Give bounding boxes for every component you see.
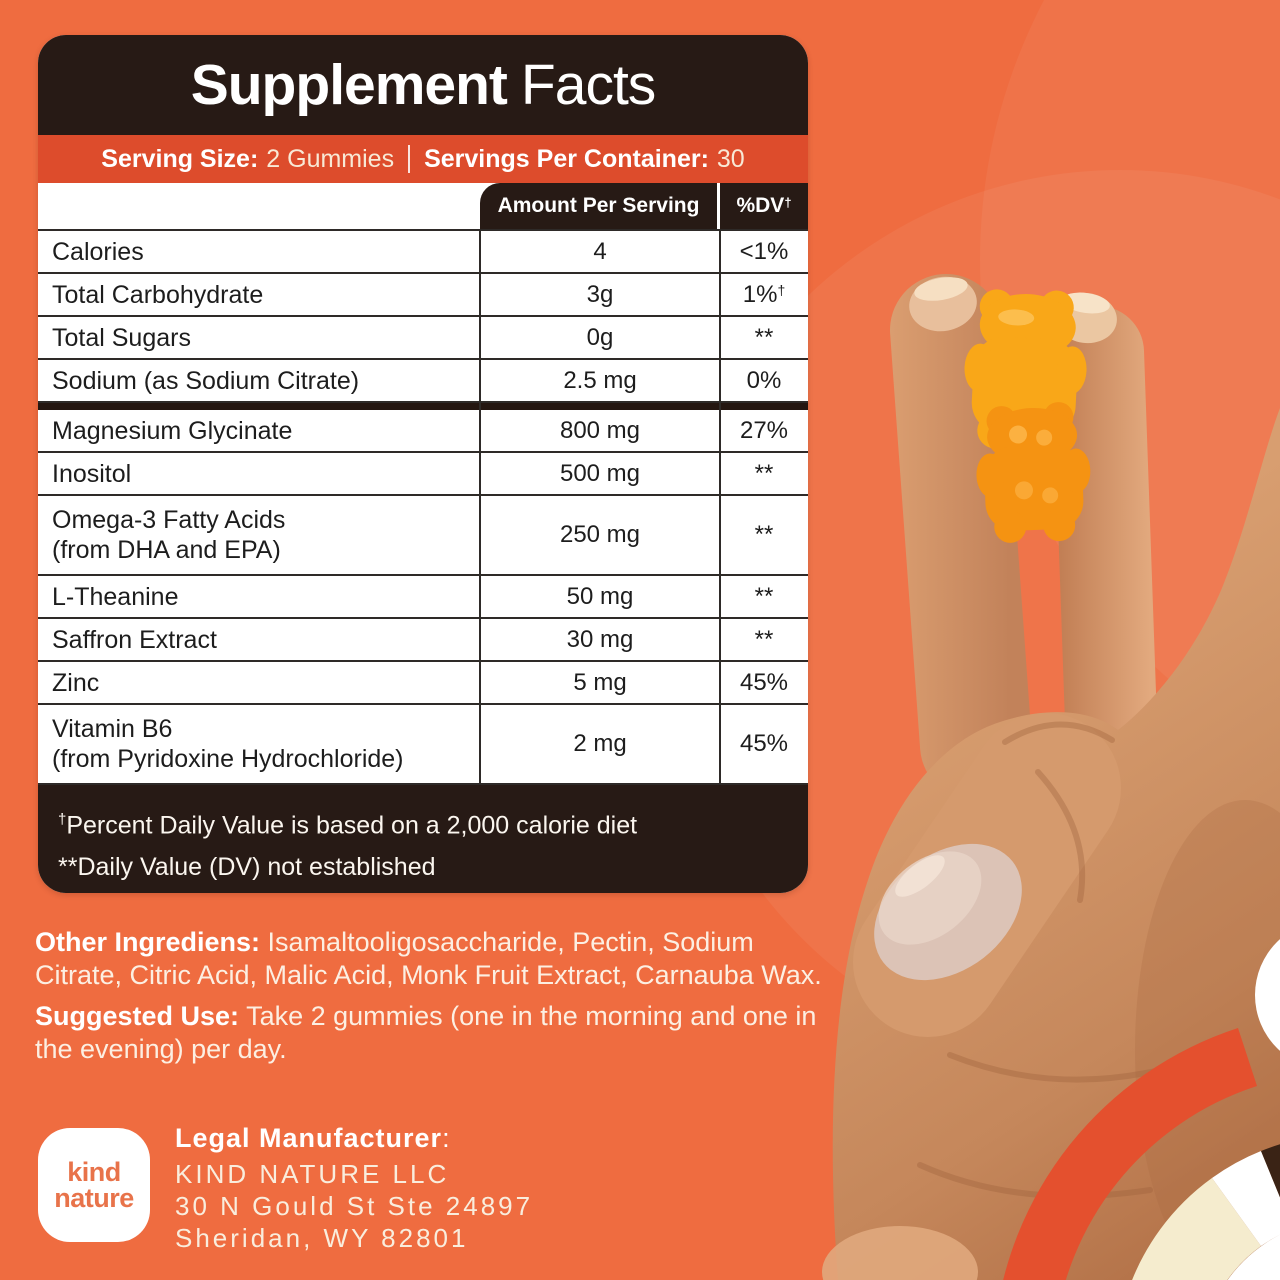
manufacturer-company: KIND NATURE LLC	[175, 1159, 450, 1189]
table-row: Omega-3 Fatty Acids (from DHA and EPA) 25…	[38, 496, 808, 576]
servings-per-container-value: 30	[716, 144, 745, 173]
legal-manufacturer-heading: Legal Manufacturer:	[175, 1123, 451, 1153]
table-row: Sodium (as Sodium Citrate) 2.5 mg 0%	[38, 360, 808, 403]
middle-finger	[1052, 306, 1158, 796]
serving-size-label: Serving Size:	[101, 144, 259, 173]
table-row: Total Carbohydrate 3g 1% †	[38, 274, 808, 317]
thumbnail-shine	[895, 855, 945, 897]
column-divider	[719, 231, 721, 785]
other-ingredients-label: Other Ingrediens:	[35, 927, 261, 957]
table-row: Calories 4 <1%	[38, 231, 808, 274]
manufacturer-address2: Sheridan, WY 82801	[175, 1223, 469, 1253]
legal-manufacturer-block: Legal Manufacturer: KIND NATURE LLC 30 N…	[175, 1122, 533, 1254]
amount-per-serving-header: Amount Per Serving	[480, 183, 720, 229]
dv-dagger: †	[784, 194, 792, 210]
title-word-light: Facts	[520, 53, 656, 117]
suggested-use-text: Take 2 gummies (one in the morning and o…	[35, 1001, 817, 1064]
table-header-row: Amount Per Serving %DV †	[38, 183, 808, 231]
panel-title: Supplement Facts	[38, 35, 808, 135]
table-row: Vitamin B6 (from Pyridoxine Hydrochloride…	[38, 705, 808, 785]
hand-shading	[917, 721, 1163, 1200]
section-separator	[38, 403, 808, 410]
other-ingredients: Other Ingrediens: Isamaltooligosaccharid…	[35, 926, 823, 992]
logo-line2: nature	[54, 1183, 134, 1213]
nutrition-table-body: Calories 4 <1% Total Carbohydrate 3g 1% †…	[38, 231, 808, 785]
index-finger	[890, 274, 1032, 801]
lower-fingertip	[822, 1226, 978, 1280]
gummy-bear-bottom	[976, 402, 1091, 543]
table-header-tab: Amount Per Serving %DV †	[480, 183, 808, 229]
suggested-use-label: Suggested Use:	[35, 1001, 240, 1031]
suggested-use: Suggested Use: Take 2 gummies (one in th…	[35, 1000, 823, 1066]
table-row: Magnesium Glycinate 800 mg 27%	[38, 410, 808, 453]
title-word-bold: Supplement	[190, 53, 508, 117]
manufacturer-address1: 30 N Gould St Ste 24897	[175, 1191, 534, 1221]
serving-info-band: Serving Size: 2 Gummies Servings Per Con…	[38, 135, 808, 183]
footnotes: †Percent Daily Value is based on a 2,000…	[38, 785, 808, 893]
edge-white-circle	[1255, 939, 1280, 1051]
supplement-facts-panel: Supplement Facts Serving Size: 2 Gummies…	[38, 35, 808, 893]
dv-text: %DV	[736, 194, 785, 217]
table-row: Total Sugars 0g **	[38, 317, 808, 360]
divider	[408, 145, 411, 173]
serving-size-value: 2 Gummies	[266, 144, 395, 173]
other-ingredients-text: Isamaltooligosaccharide, Pectin, Sodium …	[35, 927, 822, 990]
corner-ring-decoration	[1003, 1028, 1280, 1280]
servings-per-container-label: Servings Per Container:	[424, 144, 709, 173]
info-text-block: Other Ingrediens: Isamaltooligosaccharid…	[35, 926, 823, 1074]
column-divider	[479, 231, 481, 785]
percent-dv-header: %DV †	[720, 183, 808, 229]
table-row: L-Theanine 50 mg **	[38, 576, 808, 619]
table-row: Inositol 500 mg **	[38, 453, 808, 496]
table-row: Saffron Extract 30 mg **	[38, 619, 808, 662]
kind-nature-logo: kind nature	[38, 1128, 150, 1242]
footnote-dv: †Percent Daily Value is based on a 2,000…	[58, 811, 638, 840]
logo-line1: kind	[67, 1157, 121, 1187]
table-row: Zinc 5 mg 45%	[38, 662, 808, 705]
footnote-not-established: **Daily Value (DV) not established	[58, 853, 436, 882]
